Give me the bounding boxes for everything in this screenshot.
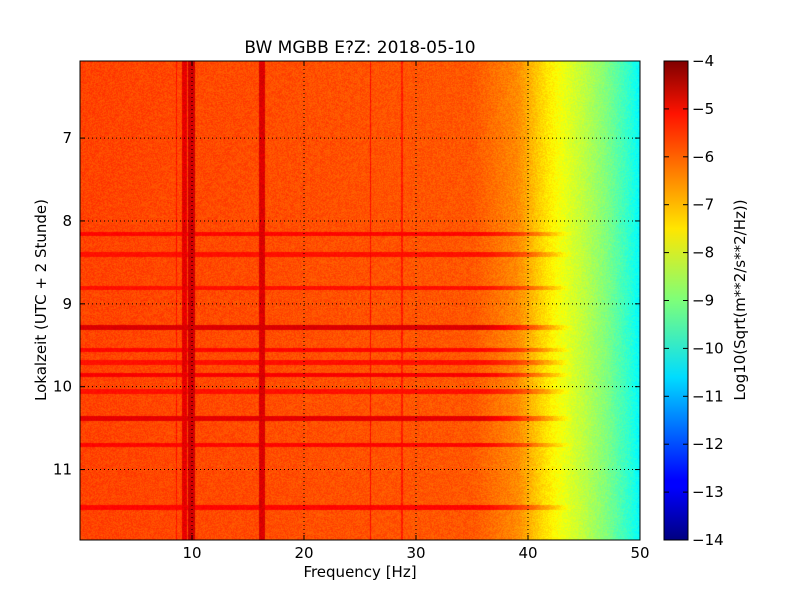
colorbar-tick-label: −5 — [692, 100, 714, 118]
x-axis: 10 20 30 40 50 — [182, 61, 650, 562]
colorbar-tick-label: −9 — [692, 292, 714, 310]
y-tick-label: 10 — [53, 378, 72, 396]
heatmap-canvas — [80, 61, 640, 540]
x-tick-label: 30 — [406, 544, 425, 562]
x-tick-label: 10 — [182, 544, 201, 562]
gridlines — [80, 61, 640, 540]
y-tick-label: 8 — [62, 212, 72, 230]
x-tick-label: 40 — [518, 544, 537, 562]
y-tick-label: 11 — [53, 461, 72, 479]
x-axis-label: Frequency [Hz] — [303, 563, 416, 581]
colorbar-ticks: −4 −5 −6 −7 −8 −9 −10 −11 −12 −13 −14 — [664, 52, 724, 549]
colorbar-tick-label: −10 — [692, 339, 724, 357]
colorbar-tick-label: −4 — [692, 52, 714, 70]
colorbar-tick-label: −7 — [692, 196, 714, 214]
y-tick-label: 7 — [62, 129, 72, 147]
chart-title: BW MGBB E?Z: 2018-05-10 — [244, 38, 475, 58]
colorbar-label: Log10(Sqrt(m**2/s**2/Hz)) — [731, 199, 749, 400]
colorbar-tick-label: −13 — [692, 483, 724, 501]
colorbar-tick-label: −12 — [692, 435, 724, 453]
x-tick-label: 20 — [294, 544, 313, 562]
heatmap-area — [80, 61, 640, 540]
colorbar: −4 −5 −6 −7 −8 −9 −10 −11 −12 −13 −14 Log10(Sqrt(m… — [663, 52, 749, 549]
colorbar-tick-label: −8 — [692, 244, 714, 262]
colorbar-tick-label: −6 — [692, 148, 714, 166]
y-tick-label: 9 — [62, 295, 72, 313]
colorbar-tick-label: −11 — [692, 387, 724, 405]
y-axis-label: Lokalzeit (UTC + 2 Stunde) — [32, 199, 50, 401]
x-tick-label: 50 — [630, 544, 649, 562]
y-axis: 7 8 9 10 11 — [53, 129, 640, 479]
plot-frame — [79, 60, 641, 541]
colorbar-tick-label: −14 — [692, 531, 724, 549]
